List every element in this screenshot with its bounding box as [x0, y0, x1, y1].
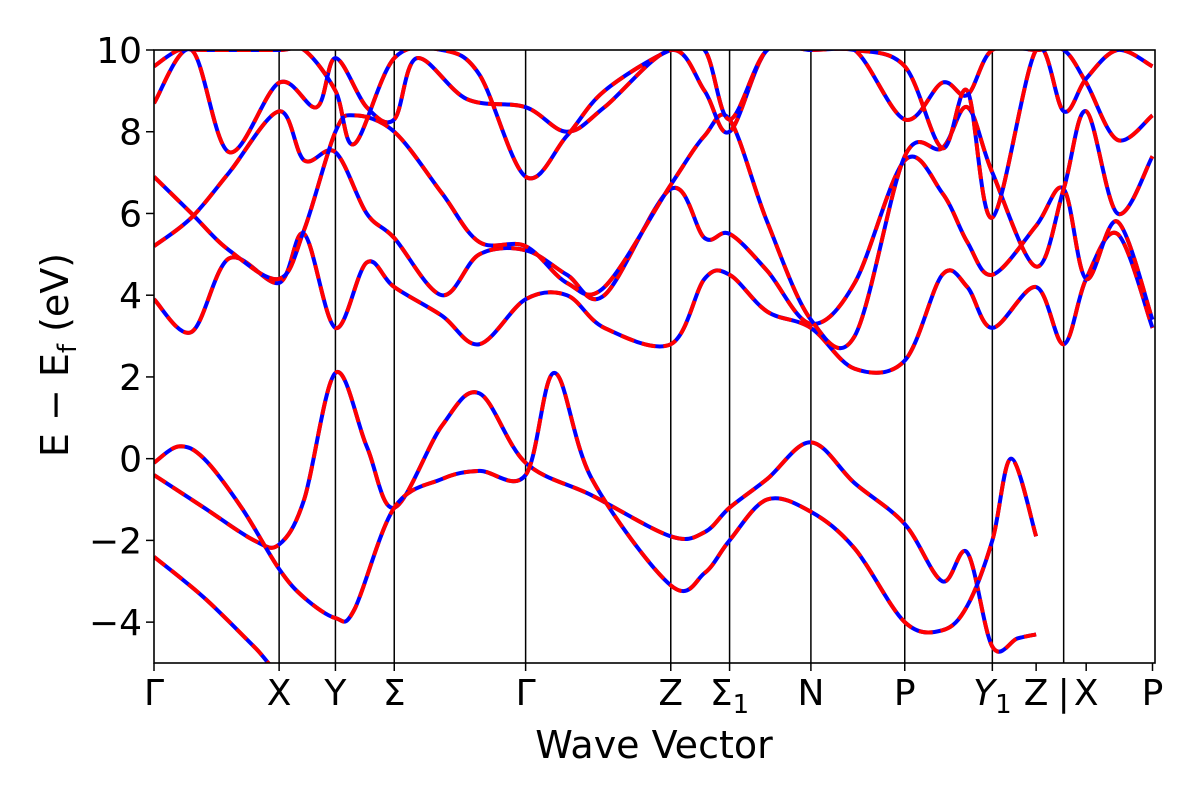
x-tick-label: N — [797, 673, 824, 714]
x-tick-label: Γ — [144, 673, 164, 714]
y-axis-label-main: E − E — [33, 353, 77, 457]
y-tick-label: 4 — [119, 276, 142, 317]
y-tick-label: −4 — [89, 603, 142, 644]
y-tick-label: 10 — [96, 31, 142, 72]
x-tick-label: X — [267, 673, 292, 714]
band-line-b — [154, 370, 1037, 654]
band-line-a — [154, 370, 1039, 635]
x-tick-label: Σ1 — [710, 673, 749, 720]
y-axis-label-unit: (eV) — [33, 253, 77, 344]
y-tick-label: 6 — [119, 194, 142, 235]
x-tick-label: Y1 — [973, 673, 1012, 720]
band-line-a — [154, 370, 1037, 654]
x-tick-label: P — [1142, 673, 1164, 714]
plot-frame — [153, 49, 1156, 664]
x-tick-label: Y — [323, 673, 347, 714]
band-line-b — [154, 230, 1155, 375]
band-line-a — [154, 555, 271, 663]
y-axis-ticks: −4 −2 0 2 4 6 8 10 — [89, 31, 154, 644]
x-axis-ticks: Γ X Y Σ Γ Z Σ1 N P Y1 Z | X P — [144, 663, 1163, 720]
band-line-b — [154, 50, 1154, 220]
plot-area — [153, 49, 1156, 664]
x-axis-label: Wave Vector — [535, 723, 773, 767]
band-line-b — [154, 370, 1039, 635]
x-tick-label: Z — [658, 673, 683, 714]
y-tick-label: 0 — [119, 440, 142, 481]
y-tick-label: 2 — [119, 358, 142, 399]
x-tick-label: P — [894, 673, 916, 714]
x-tick-label: X — [1074, 673, 1099, 714]
x-tick-label: Γ — [516, 673, 536, 714]
band-line-a — [154, 109, 1155, 326]
x-tick-label: Z — [1024, 673, 1049, 714]
band-line-a — [154, 230, 1155, 375]
x-tick-label: Σ — [383, 673, 406, 714]
band-line-b — [154, 109, 1155, 326]
bands — [154, 50, 1155, 663]
y-tick-label: 8 — [119, 113, 142, 154]
band-line-a — [154, 50, 1154, 220]
band-line-b — [154, 105, 1155, 351]
x-tick-label: | — [1058, 673, 1070, 714]
y-axis-label: E − Ef (eV) — [33, 253, 83, 457]
y-tick-label: −2 — [89, 521, 142, 562]
y-axis-label-sub: f — [53, 343, 83, 353]
band-line-b — [154, 555, 271, 663]
